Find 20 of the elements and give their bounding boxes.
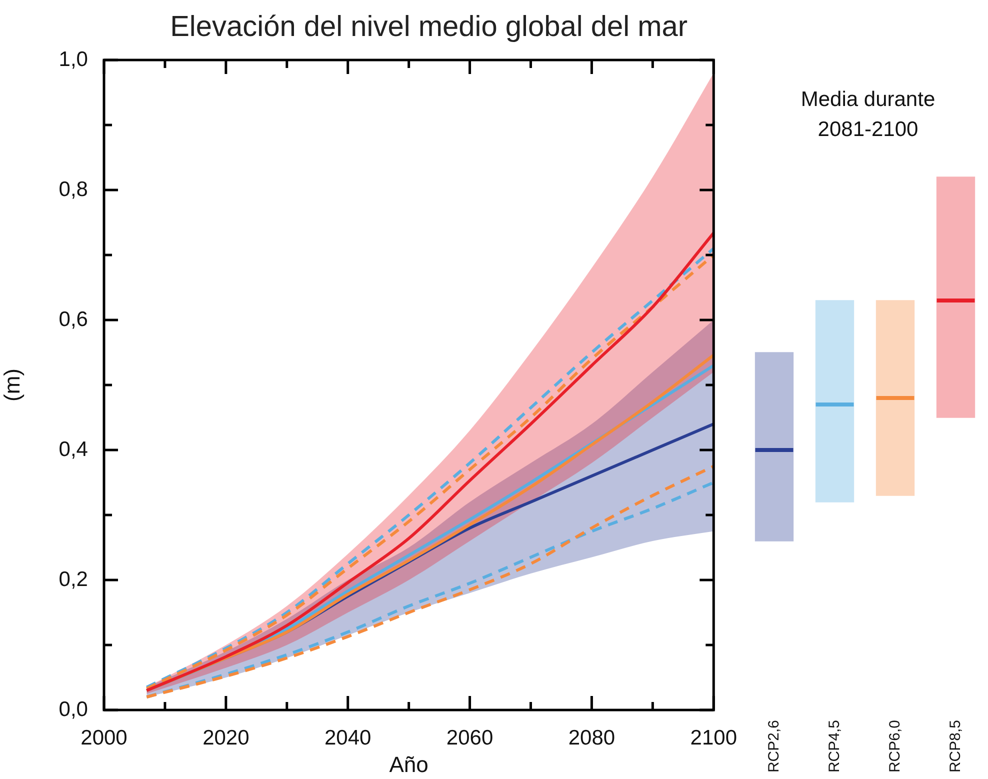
x-tick-label: 2020 <box>202 726 250 750</box>
x-tick-label: 2100 <box>690 726 737 750</box>
x-tick-label: 2040 <box>324 726 372 750</box>
y-tick-label: 0,2 <box>58 568 88 591</box>
x-tick-label: RCP6,0 <box>886 720 904 773</box>
x-tick-label: 2060 <box>446 726 494 750</box>
y-axis-title: (m) <box>0 368 24 402</box>
y-tick-label: 0,0 <box>58 698 88 721</box>
y-tick-label: 1,0 <box>58 48 88 71</box>
x-tick-label: 2080 <box>568 726 616 750</box>
x-tick-label: RCP4,5 <box>826 720 843 773</box>
y-tick-label: 0,8 <box>58 178 88 201</box>
x-tick-label: RCP8,5 <box>946 720 964 773</box>
y-tick-label: 0,4 <box>58 438 88 461</box>
x-tick-label: 2000 <box>80 726 128 750</box>
chart-title: Elevación del nivel medio global del mar <box>170 11 688 43</box>
y-tick-label: 0,6 <box>58 308 88 331</box>
x-axis-title: Año <box>389 752 428 777</box>
x-tick-label: RCP2,6 <box>765 720 782 773</box>
text: Media durante 2081-2100 <box>800 88 936 141</box>
